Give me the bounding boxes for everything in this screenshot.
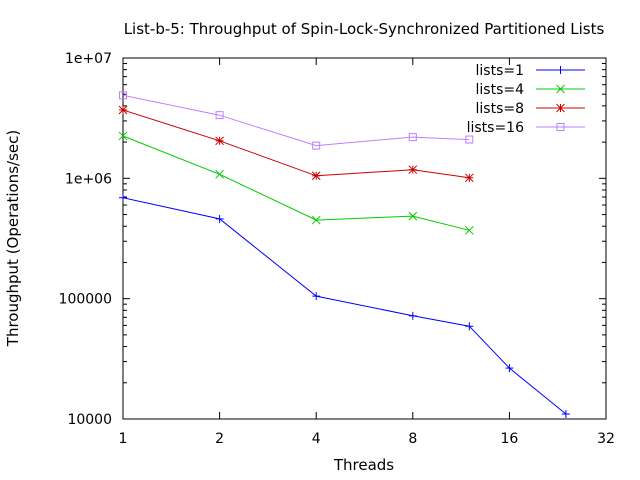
data-point xyxy=(215,214,224,223)
legend-label: lists=16 xyxy=(467,120,524,136)
data-point xyxy=(215,136,224,146)
data-point xyxy=(408,165,418,175)
x-tick-label: 4 xyxy=(312,431,321,447)
data-point xyxy=(312,141,321,150)
legend-item: lists=4 xyxy=(476,82,585,98)
data-point xyxy=(408,133,417,142)
series-lists-16 xyxy=(119,91,474,150)
x-tick-label: 16 xyxy=(500,431,518,447)
data-point xyxy=(505,364,514,373)
y-tick-label: 100000 xyxy=(59,292,112,308)
data-point xyxy=(312,292,321,301)
data-point xyxy=(464,173,474,183)
y-tick-label: 10000 xyxy=(67,412,112,428)
axis-ticks xyxy=(122,57,607,420)
data-point xyxy=(118,131,128,141)
legend-label: lists=1 xyxy=(476,63,525,79)
legend-marker xyxy=(556,84,565,94)
x-tick-label: 32 xyxy=(597,431,615,447)
axis-tick-labels: 10000 100000 1e+06 1e+07 1 2 4 8 16 32 xyxy=(59,51,615,447)
legend-label: lists=8 xyxy=(476,101,525,117)
legend-item: lists=16 xyxy=(467,120,585,136)
y-axis-label: Throughput (Operations/sec) xyxy=(4,130,22,347)
x-tick-label: 8 xyxy=(408,431,417,447)
data-point xyxy=(215,111,224,120)
chart-title: List-b-5: Throughput of Spin-Lock-Synchr… xyxy=(124,20,605,38)
data-point xyxy=(465,135,474,144)
data-point xyxy=(561,410,570,419)
legend-item: lists=8 xyxy=(476,101,585,117)
series-line xyxy=(122,135,470,231)
data-point xyxy=(119,193,127,202)
x-axis-label: Threads xyxy=(333,456,394,474)
data-point xyxy=(464,225,474,235)
x-tick-label: 2 xyxy=(215,431,224,447)
data-point xyxy=(311,171,321,181)
y-tick-label: 1e+06 xyxy=(65,171,112,187)
x-tick-label: 1 xyxy=(119,431,128,447)
legend-label: lists=4 xyxy=(476,82,525,98)
data-point xyxy=(118,105,128,115)
data-point xyxy=(311,215,321,225)
data-point xyxy=(408,311,417,320)
y-tick-label: 1e+07 xyxy=(65,51,112,67)
legend-marker xyxy=(556,103,565,113)
legend-item: lists=1 xyxy=(476,63,585,79)
series-lists-4 xyxy=(118,131,474,235)
series-layer xyxy=(118,91,570,419)
legend-marker xyxy=(556,123,565,131)
series-line xyxy=(122,94,470,147)
data-point xyxy=(408,211,418,221)
series-lists-1 xyxy=(119,193,570,419)
legend-marker xyxy=(556,66,565,74)
series-line xyxy=(122,197,567,415)
plot-area-frame xyxy=(122,57,607,420)
data-point xyxy=(119,91,127,100)
data-point xyxy=(215,169,224,179)
data-point xyxy=(465,322,474,331)
series-lists-8 xyxy=(118,105,474,183)
legend: lists=1 lists=4 lists=8 lists=16 xyxy=(467,63,585,136)
series-line xyxy=(122,109,470,179)
